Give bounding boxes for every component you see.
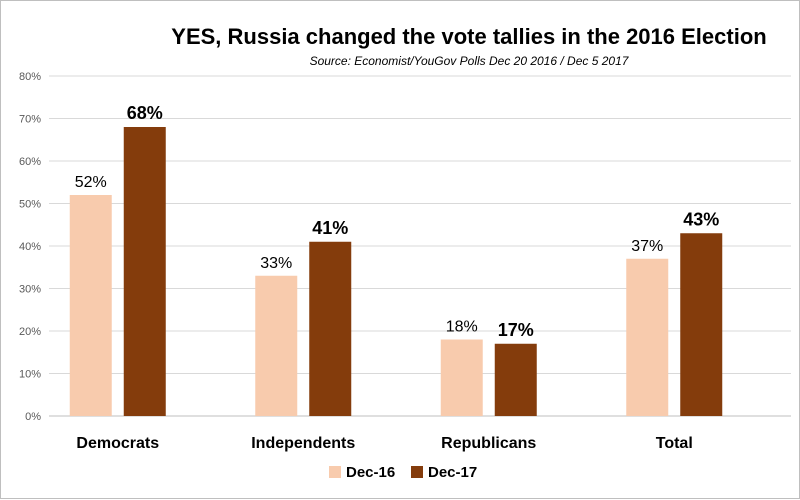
bar-dec-16-republicans [440,339,483,416]
y-tick-label: 60% [19,156,41,168]
bar-dec-16-total [626,258,669,416]
legend-label: Dec-17 [428,464,477,481]
data-label: 68% [127,103,163,123]
bar-dec-16-democrats [69,195,112,416]
y-tick-label: 70% [19,114,41,126]
data-label: 17% [498,320,534,340]
x-axis-categories: Democrats Independents Republicans Total [76,435,692,452]
legend: Dec-16 Dec-17 [329,464,477,481]
y-tick-label: 80% [19,71,41,83]
bar-dec-17-republicans [494,343,537,416]
y-tick-label: 40% [19,241,41,253]
x-category-label: Democrats [76,435,159,452]
y-tick-label: 0% [25,411,41,423]
data-label: 41% [312,218,348,238]
y-tick-label: 50% [19,199,41,211]
x-category-label: Independents [251,435,355,452]
data-labels: 52% 68% 33% 41% 18% 17% 37% 43% [75,103,720,340]
bar-dec-17-total [680,233,723,416]
legend-swatch [411,466,423,478]
y-axis-ticks: 0% 10% 20% 30% 40% 50% 60% 70% 80% [19,71,41,423]
x-category-label: Total [656,435,693,452]
legend-label: Dec-16 [346,464,395,481]
data-label: 43% [683,209,719,229]
x-category-label: Republicans [441,435,536,452]
data-label: 33% [260,255,292,272]
bar-dec-17-independents [309,241,352,416]
y-tick-label: 20% [19,326,41,338]
chart-subtitle: Source: Economist/YouGov Polls Dec 20 20… [310,54,630,68]
bars [69,127,723,416]
data-label: 52% [75,174,107,191]
legend-swatch [329,466,341,478]
y-tick-label: 30% [19,284,41,296]
gridlines [49,75,791,417]
y-tick-label: 10% [19,369,41,381]
data-label: 18% [446,319,478,336]
bar-dec-17-democrats [123,127,166,416]
bar-dec-16-independents [255,275,298,416]
data-label: 37% [631,238,663,255]
chart-title: YES, Russia changed the vote tallies in … [171,24,766,49]
